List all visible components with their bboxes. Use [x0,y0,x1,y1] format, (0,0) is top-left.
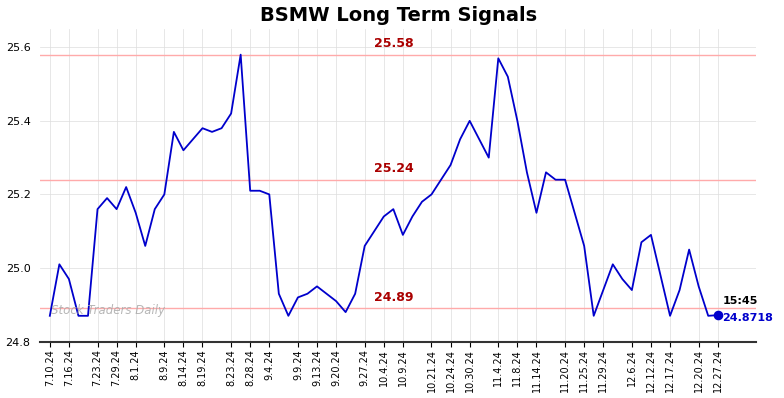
Point [712,312,724,318]
Text: 24.89: 24.89 [374,291,414,304]
Title: BSMW Long Term Signals: BSMW Long Term Signals [260,6,537,25]
Text: 24.8718: 24.8718 [723,313,773,323]
Text: 15:45: 15:45 [723,296,758,306]
Text: 25.58: 25.58 [374,37,414,50]
Text: 25.24: 25.24 [374,162,414,175]
Text: Stock Traders Daily: Stock Traders Daily [51,304,165,316]
